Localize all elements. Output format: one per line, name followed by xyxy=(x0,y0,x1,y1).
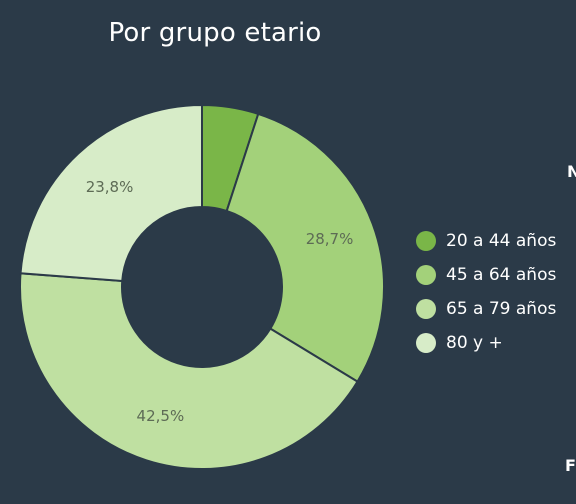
legend: 20 a 44 años 45 a 64 años 65 a 79 años 8… xyxy=(416,224,556,360)
legend-label: 45 a 64 años xyxy=(446,265,557,285)
legend-label: 80 y + xyxy=(446,333,503,353)
pie-slice[interactable] xyxy=(19,103,203,283)
pie-slice[interactable] xyxy=(225,112,385,383)
legend-item[interactable]: 45 a 64 años xyxy=(416,258,556,292)
slice-data-label: 28,7% xyxy=(306,230,354,248)
legend-label: 65 a 79 años xyxy=(446,299,557,319)
cropped-text: N xyxy=(567,162,576,181)
legend-label: 20 a 44 años xyxy=(446,231,557,251)
slice-data-label: 42,5% xyxy=(137,407,185,425)
donut-chart: 28,7% 42,5% 23,8% xyxy=(19,103,385,470)
legend-item[interactable]: 65 a 79 años xyxy=(416,292,556,326)
legend-swatch xyxy=(416,265,436,285)
slice-data-label: 23,8% xyxy=(86,178,134,196)
legend-swatch xyxy=(416,333,436,353)
legend-item[interactable]: 20 a 44 años xyxy=(416,224,556,258)
legend-swatch xyxy=(416,299,436,319)
cropped-text: F xyxy=(565,456,576,475)
legend-item[interactable]: 80 y + xyxy=(416,326,556,360)
legend-swatch xyxy=(416,231,436,251)
chart-title: Por grupo etario xyxy=(108,18,322,48)
pie-slice[interactable] xyxy=(19,272,359,470)
